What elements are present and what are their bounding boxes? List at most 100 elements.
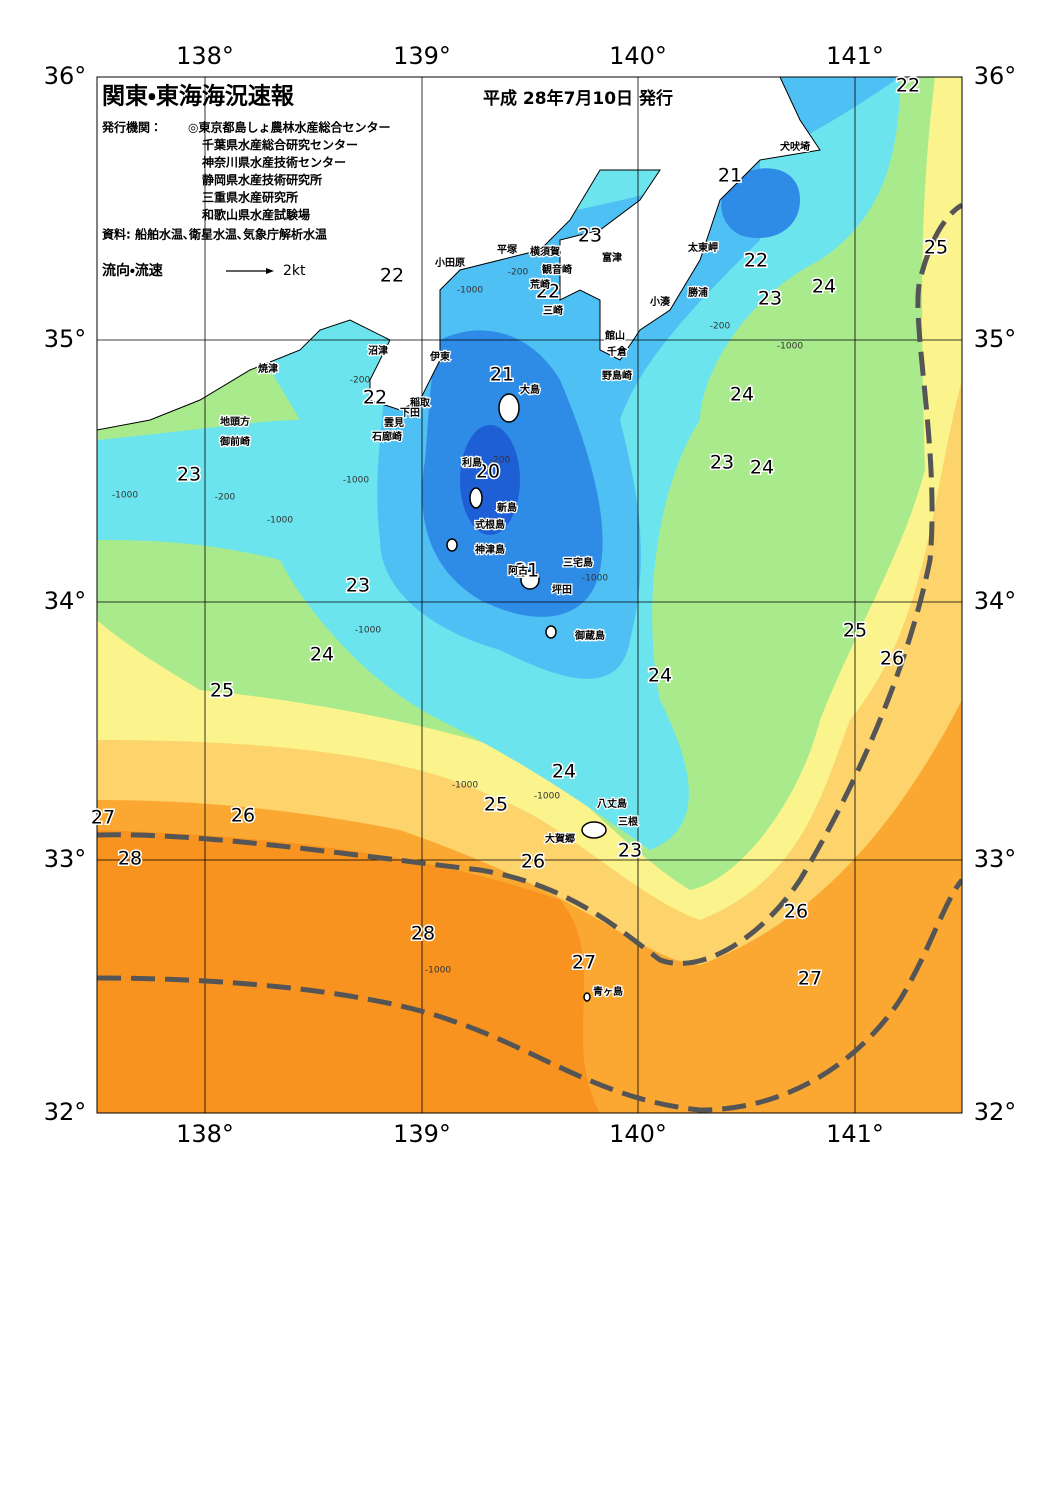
issue-date: 平成 28年7月10日 発行 (483, 88, 673, 109)
isotherm-label: 22 (744, 250, 768, 272)
isotherm-label: 24 (750, 457, 774, 479)
longitude-label: 138° (176, 42, 234, 70)
land (97, 77, 821, 431)
issuer-label: 発行機関： (101, 120, 162, 135)
place-name: 三宅島 (563, 556, 593, 569)
place-name: 三崎 (543, 304, 563, 317)
place-name: 利島 (462, 456, 482, 469)
depth-label: -1000 (452, 781, 478, 791)
isotherm-label: 25 (843, 620, 867, 642)
isotherm-label: 27 (572, 952, 596, 974)
latitude-label: 36° (974, 62, 1017, 90)
isotherm-label: 23 (578, 225, 602, 247)
longitude-label: 138° (176, 1120, 234, 1148)
place-name: 雲見 (384, 417, 404, 429)
place-name: 沼津 (368, 344, 388, 357)
place-name: 太東岬 (687, 241, 718, 254)
depth-label: -1000 (355, 626, 381, 636)
isotherm-label: 24 (648, 665, 672, 687)
latitude-label: 34° (44, 587, 87, 615)
depth-label: -1000 (534, 792, 560, 802)
latitude-label: 34° (974, 587, 1017, 615)
isotherm-label: 27 (91, 807, 115, 829)
longitude-label: 139° (393, 42, 451, 70)
place-name: 石廊崎 (371, 430, 402, 443)
map-title: 関東・東海海況速報 (102, 83, 295, 110)
island (520, 570, 540, 590)
depth-label: -1000 (777, 342, 803, 352)
place-name: 平塚 (497, 243, 518, 256)
place-name: 阿古 (508, 564, 528, 577)
island (545, 625, 557, 639)
depth-label: -1000 (425, 966, 451, 976)
graticule (97, 77, 962, 1113)
place-name: 勝浦 (688, 286, 708, 299)
island (446, 538, 458, 552)
island (469, 487, 483, 509)
longitude-label: 140° (609, 42, 667, 70)
depth-label: -1000 (582, 574, 608, 584)
longitude-label: 139° (393, 1120, 451, 1148)
latitude-label: 35° (974, 325, 1017, 353)
place-name: 御前崎 (219, 435, 250, 448)
latitude-label: 32° (974, 1098, 1017, 1126)
isotherm-label: 25 (484, 794, 508, 816)
isotherm-label: 22 (896, 75, 920, 97)
place-name: 野島崎 (602, 369, 632, 382)
issuer: 千葉県水産総合研究センター (202, 137, 358, 152)
isotherm-label: 28 (118, 848, 142, 870)
isotherm-label: 24 (310, 644, 334, 666)
isotherm-label: 26 (880, 648, 904, 670)
place-name: 地頭方 (220, 415, 250, 428)
place-name: 観音崎 (542, 263, 572, 276)
depth-label: -200 (508, 268, 529, 278)
issuer: 三重県水産研究所 (202, 190, 298, 205)
sea-temperature-map (97, 77, 962, 1113)
isotherm-label: 25 (924, 237, 948, 259)
zone-21 (721, 168, 800, 239)
longitude-label: 140° (609, 1120, 667, 1148)
isotherm-label: 23 (710, 452, 734, 474)
kuroshio-path (97, 202, 962, 1113)
isotherm-label: 21 (515, 560, 539, 582)
place-name: 青ヶ島 (593, 985, 623, 998)
zone-28 (97, 830, 600, 1113)
isotherm-label: 22 (536, 281, 560, 303)
issuer: ◎東京都島しょ農林水産総合センター (188, 120, 390, 135)
place-name: 富津 (602, 251, 622, 264)
place-name: 新島 (496, 501, 517, 514)
place-name: 千倉 (607, 345, 628, 358)
isotherm-label: 26 (521, 851, 545, 873)
island (583, 992, 591, 1002)
isotherm-label: 22 (363, 387, 387, 409)
place-name: 横須賀 (530, 245, 560, 258)
map-frame (96, 76, 963, 1114)
isotherm-label: 20 (476, 461, 500, 483)
isotherm-label: 23 (758, 288, 782, 310)
island (498, 393, 520, 423)
issuer: 和歌山県水産試験場 (201, 207, 310, 222)
depth-label: -200 (490, 456, 511, 466)
isotherm-label: 26 (231, 805, 255, 827)
latitude-label: 36° (44, 62, 87, 90)
legend-label: 流向・流速 (102, 262, 163, 279)
place-name: 三根 (618, 815, 639, 828)
isotherm-label: 27 (798, 968, 822, 990)
latitude-label: 33° (974, 845, 1017, 873)
islands (446, 393, 607, 1002)
place-name: 館山 (604, 329, 625, 342)
place-name: 八丈島 (597, 797, 627, 810)
depth-label: -1000 (267, 516, 293, 526)
isotherm-label: 23 (618, 840, 642, 862)
longitude-label: 141° (826, 1120, 884, 1148)
issuer: 神奈川県水産技術センター (201, 155, 346, 170)
place-name: 稲取 (410, 396, 431, 409)
depth-label: -200 (710, 322, 731, 332)
issuer: 静岡県水産技術研究所 (202, 172, 322, 187)
depth-label: -200 (215, 493, 236, 503)
isotherm-label: 26 (784, 901, 808, 923)
place-name: 大島 (520, 383, 540, 396)
place-name: 神津島 (474, 543, 505, 556)
place-name: 大賀郷 (545, 832, 575, 845)
